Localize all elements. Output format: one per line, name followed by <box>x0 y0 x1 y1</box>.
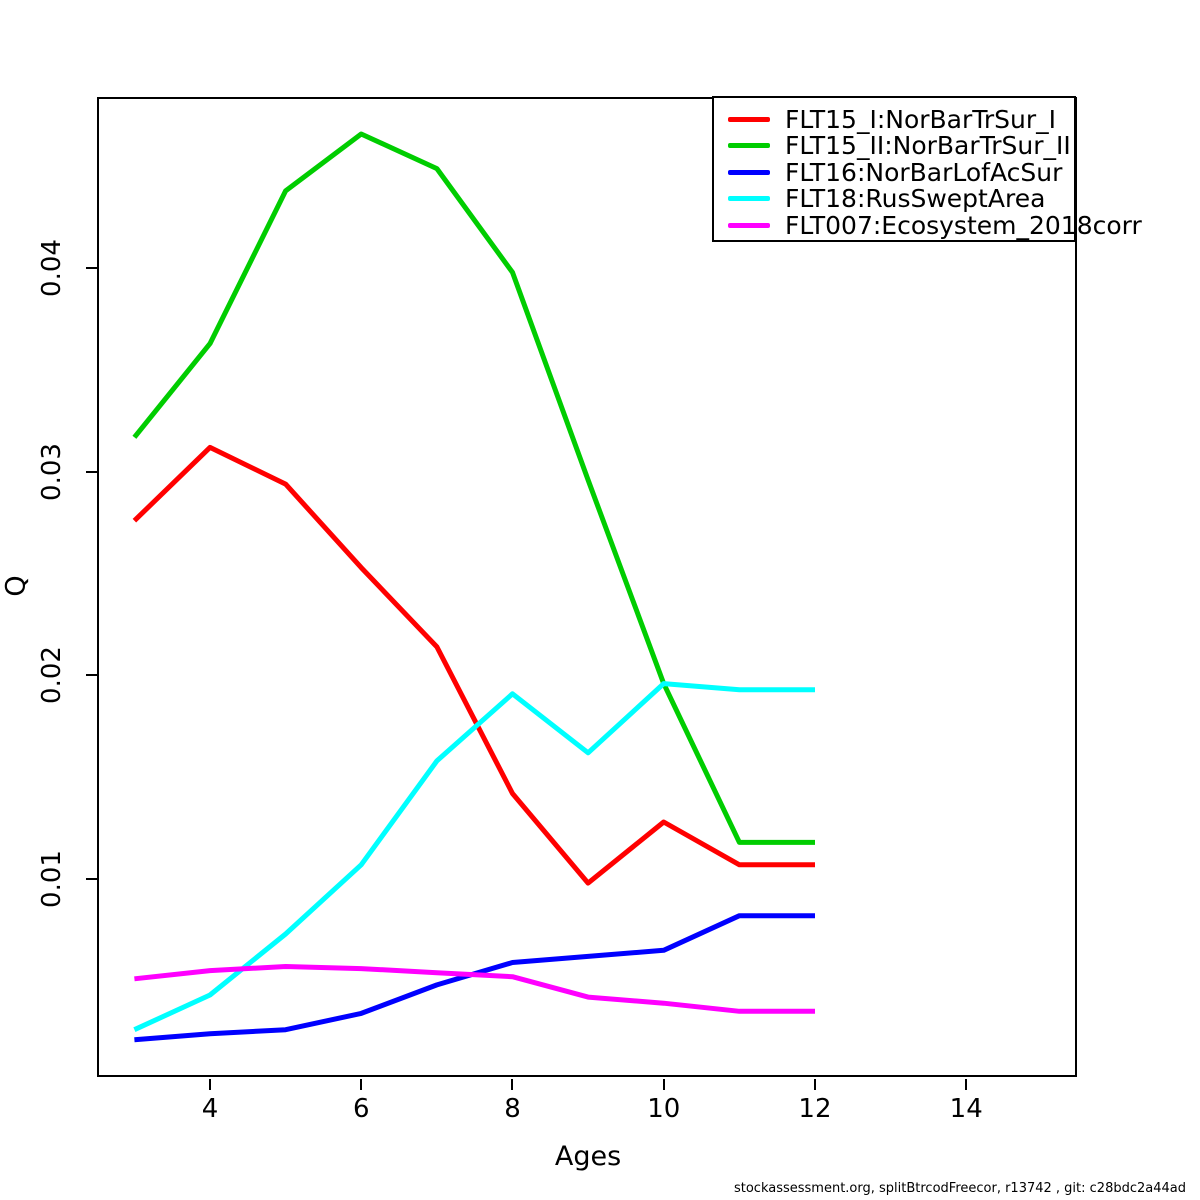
legend-line-sample <box>728 116 770 122</box>
legend-item-4: FLT18:RusSweptArea <box>714 184 1074 214</box>
legend-label: FLT007:Ecosystem_2018corr <box>785 210 1142 240</box>
y-tick-label: 0.03 <box>37 442 67 501</box>
legend-item-5: FLT007:Ecosystem_2018corr <box>714 211 1142 240</box>
x-tick-label: 6 <box>352 1094 370 1124</box>
footer-watermark: stockassessment.org, splitBtrcodFreecor,… <box>733 1181 1186 1196</box>
x-tick-label: 8 <box>504 1094 521 1124</box>
x-tick-mark <box>360 1079 363 1090</box>
y-tick-label: 0.01 <box>37 850 67 908</box>
legend-line-sample <box>728 169 770 175</box>
y-tick-label: 0.02 <box>37 646 67 705</box>
x-tick-label: 14 <box>949 1094 983 1124</box>
legend-line-sample <box>728 143 770 149</box>
series-line-1 <box>132 444 815 886</box>
y-tick-mark <box>86 674 97 677</box>
legend: FLT15_I:NorBarTrSur_I FLT15_II:NorBarTrSu… <box>712 96 1142 242</box>
y-tick-label: 0.04 <box>37 239 67 298</box>
legend-label: FLT15_II:NorBarTrSur_II <box>785 131 1071 161</box>
legend-label: FLT15_I:NorBarTrSur_I <box>785 104 1057 134</box>
chart-lines-canvas <box>132 131 815 1043</box>
legend-label: FLT16:NorBarLofAcSur <box>785 157 1063 187</box>
x-tick-label: 4 <box>201 1094 219 1124</box>
x-tick-label: 12 <box>798 1094 832 1124</box>
series-line-3 <box>134 913 815 1043</box>
x-tick-mark <box>813 1079 816 1090</box>
x-tick-mark <box>208 1079 211 1090</box>
series-line-4 <box>133 681 815 1032</box>
x-tick-mark <box>662 1079 665 1090</box>
x-axis-title: Ages <box>554 1141 622 1172</box>
x-tick-label: 10 <box>647 1094 681 1124</box>
legend-label: FLT18:RusSweptArea <box>785 184 1046 214</box>
x-tick-mark <box>511 1079 514 1090</box>
series-line-5 <box>134 964 815 1014</box>
series-line-2 <box>132 131 815 845</box>
y-axis-title: Q <box>0 575 32 597</box>
y-tick-mark <box>86 878 97 880</box>
legend-item-3: FLT16:NorBarLofAcSur <box>714 157 1074 187</box>
legend-item-2: FLT15_II:NorBarTrSur_II <box>714 131 1074 161</box>
y-tick-mark <box>86 470 97 473</box>
plot-area <box>97 97 1077 1077</box>
y-tick-mark <box>86 267 97 270</box>
legend-line-sample <box>728 222 770 228</box>
x-tick-mark <box>965 1079 968 1090</box>
legend-line-sample <box>728 196 770 202</box>
legend-item-1: FLT15_I:NorBarTrSur_I <box>714 104 1074 134</box>
